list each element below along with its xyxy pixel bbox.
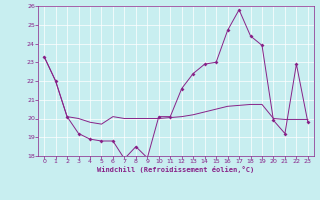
X-axis label: Windchill (Refroidissement éolien,°C): Windchill (Refroidissement éolien,°C) <box>97 166 255 173</box>
